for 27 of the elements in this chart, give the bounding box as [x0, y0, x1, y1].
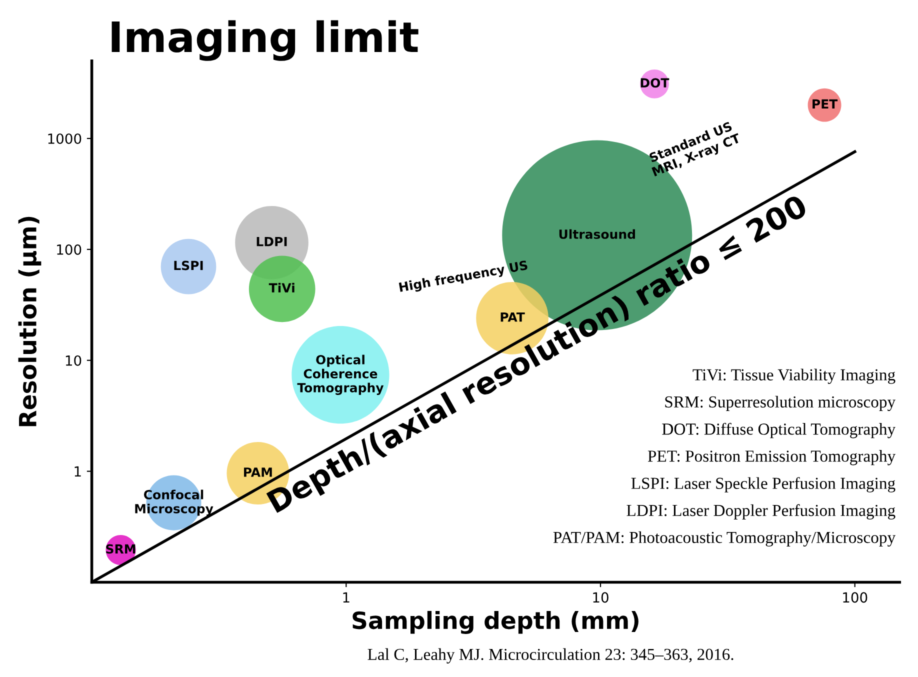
annotation: PAT/PAM: Photoacoustic Tomography/Microscopy: [553, 531, 896, 547]
series-label: Confocal Microscopy: [135, 490, 214, 516]
text: Lal C, Leahy MJ. Microcirculation 23: 345–363, 2016.: [368, 648, 734, 664]
x-axis-title: Sampling depth (mm): [352, 610, 638, 634]
annotation: PET: Positron Emission Tomography: [648, 450, 896, 466]
annotation: LSPI: Laser Speckle Perfusion Imaging: [631, 477, 896, 492]
y-tick-label: 1: [74, 466, 81, 477]
y-axis-title: Resolution (µm): [18, 216, 42, 426]
y-tick-label: 1000: [48, 133, 82, 144]
series-label: PET: [812, 99, 838, 109]
series-label: TiVi: [268, 282, 294, 292]
x-tick-label: 1: [343, 592, 350, 602]
chart-title: Imaging limit: [112, 20, 418, 61]
series-label: DOT: [640, 78, 670, 88]
annotation: TiVi: Tissue Viability Imaging: [692, 368, 896, 384]
x-tick-label: 10: [593, 592, 608, 603]
series-label: Ultrasound: [559, 229, 635, 239]
annotation: DOT: Diffuse Optical Tomography: [662, 422, 896, 438]
series-label: LDPI: [256, 237, 287, 246]
series-label: SRM: [106, 544, 136, 554]
annotation: SRM: Superresolution microscopy: [665, 396, 896, 411]
y-tick-label: 10: [66, 355, 82, 366]
series-label: LSPI: [174, 260, 203, 270]
x-tick-label: 100: [843, 592, 868, 603]
annotation: LDPI: Laser Doppler Perfusion Imaging: [626, 504, 896, 520]
annotation: High frequency US: [398, 260, 528, 294]
y-tick-label: 100: [57, 244, 82, 255]
